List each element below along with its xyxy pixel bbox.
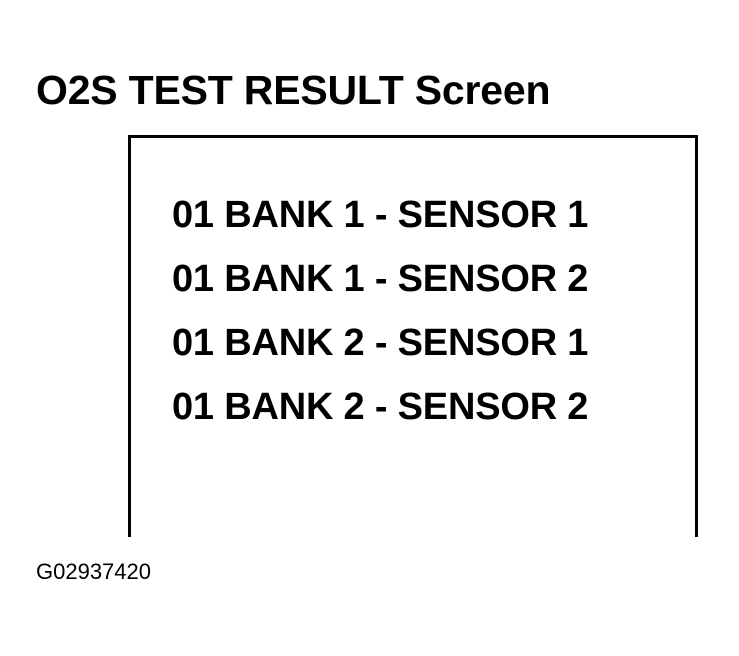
list-item[interactable]: 01 BANK 1 - SENSOR 1	[172, 194, 589, 236]
scan-tool-screen-panel: 01 BANK 1 - SENSOR 1 01 BANK 1 - SENSOR …	[128, 135, 698, 537]
list-item[interactable]: 01 BANK 1 - SENSOR 2	[172, 258, 589, 300]
list-item[interactable]: 01 BANK 2 - SENSOR 2	[172, 386, 589, 428]
figure-caption: G02937420	[36, 559, 151, 584]
o2s-monitor-list: 01 BANK 1 - SENSOR 1 01 BANK 1 - SENSOR …	[172, 183, 588, 439]
figure-title: O2S TEST RESULT Screen	[36, 67, 551, 113]
list-item[interactable]: 01 BANK 2 - SENSOR 1	[172, 322, 589, 364]
